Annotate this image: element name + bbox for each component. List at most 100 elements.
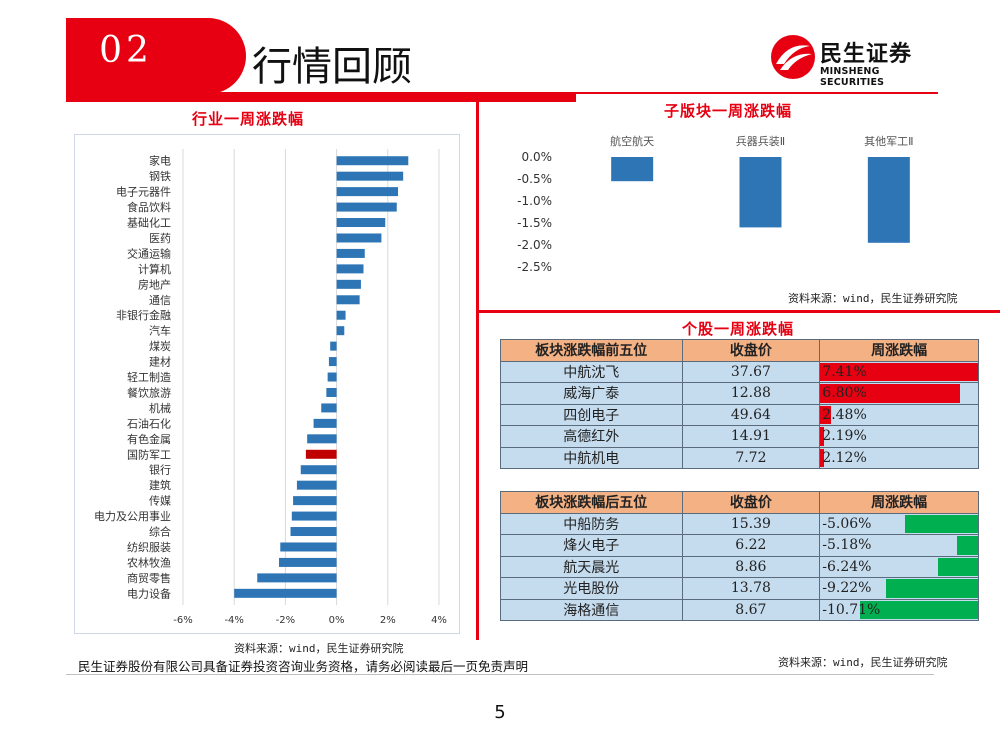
- industry-bar: [336, 156, 409, 166]
- industry-category-label: 基础化工: [127, 216, 171, 230]
- industry-category-label: 传媒: [149, 495, 171, 508]
- subsector-ytick-label: -1.0%: [517, 194, 552, 208]
- top5-change-bar: [820, 427, 825, 446]
- top5-header-price: 收盘价: [681, 339, 821, 362]
- industry-xtick-label: -4%: [224, 615, 243, 626]
- top5-weekly-change: 2.12%: [819, 446, 979, 469]
- page-number: 5: [494, 702, 506, 723]
- bottom5-row: 海格通信 8.67 -10.71%: [500, 598, 979, 621]
- industry-bar: [296, 480, 337, 490]
- subsector-ytick-label: 0.0%: [522, 150, 553, 164]
- bottom5-stock-name: 烽火电子: [500, 534, 683, 557]
- industry-bar-chart: -6% -4% -2% 0% 2% 4% 家电钢铁电子元器件食品饮料基础化工医药交通运输计算…: [94, 149, 447, 626]
- industry-bar: [321, 403, 337, 413]
- subsector-chart-source: 资料来源：wind，民生证券研究院: [788, 292, 958, 305]
- industry-bar: [327, 372, 337, 382]
- bottom5-weekly-change: -5.06%: [819, 512, 979, 535]
- industry-bar: [280, 542, 337, 552]
- bottom5-weekly-change: -10.71%: [819, 598, 979, 621]
- industry-bar: [234, 588, 337, 598]
- top5-close-price: 49.64: [681, 403, 821, 426]
- industry-category-label: 汽车: [149, 324, 171, 338]
- subsector-ytick-label: -2.0%: [517, 238, 552, 252]
- industry-bar: [300, 465, 337, 475]
- top5-close-price: 7.72: [681, 446, 821, 469]
- industry-category-label: 电力及公用事业: [94, 510, 171, 523]
- top5-change-bar: [820, 384, 960, 403]
- vertical-divider: [476, 100, 479, 640]
- top5-header-name: 板块涨跌幅前五位: [500, 339, 683, 362]
- bottom5-change-bar: [859, 600, 978, 619]
- bottom5-close-price: 8.86: [681, 555, 821, 578]
- bottom5-table: 板块涨跌幅后五位 收盘价 周涨跌幅 中船防务 15.39 -5.06% 烽火电子 6.2…: [500, 491, 979, 621]
- industry-bar: [336, 279, 361, 289]
- top5-weekly-change: 2.48%: [819, 403, 979, 426]
- industry-bar: [257, 573, 337, 583]
- industry-bar: [336, 202, 397, 212]
- bottom5-row: 航天晨光 8.86 -6.24%: [500, 555, 979, 578]
- top5-weekly-change: 2.19%: [819, 425, 979, 448]
- bottom5-stock-name: 海格通信: [500, 598, 683, 621]
- bottom5-close-price: 8.67: [681, 598, 821, 621]
- industry-category-label: 计算机: [138, 262, 171, 276]
- industry-category-label: 综合: [149, 525, 171, 539]
- industry-bar: [279, 557, 337, 567]
- subsector-bar: [867, 157, 910, 243]
- industry-bar: [336, 295, 360, 305]
- top5-change-label: 7.41%: [822, 363, 867, 380]
- industry-category-label: 电子元器件: [116, 186, 171, 199]
- industry-bar: [336, 310, 346, 320]
- industry-category-label: 交通运输: [127, 246, 171, 260]
- industry-category-label: 纺织服装: [127, 540, 171, 554]
- bottom5-weekly-change: -6.24%: [819, 555, 979, 578]
- bottom5-change-bar: [938, 557, 978, 576]
- bottom5-close-price: 6.22: [681, 534, 821, 557]
- industry-category-label: 电力设备: [127, 586, 171, 600]
- subsector-ytick-label: -1.5%: [517, 216, 552, 230]
- industry-bar: [313, 418, 337, 428]
- industry-category-label: 餐饮旅游: [127, 385, 171, 399]
- industry-xtick-label: 0%: [329, 615, 345, 626]
- industry-bar: [336, 264, 364, 274]
- industry-category-label: 石油石化: [127, 416, 171, 430]
- bottom5-change-label: -9.22%: [822, 580, 872, 597]
- top5-row: 中航机电 7.72 2.12%: [500, 446, 979, 469]
- top5-stock-name: 高德红外: [500, 425, 683, 448]
- bottom5-stock-name: 中船防务: [500, 512, 683, 535]
- top5-weekly-change: 7.41%: [819, 360, 979, 383]
- industry-xtick-label: -6%: [173, 615, 192, 626]
- industry-bar: [336, 233, 382, 243]
- top5-row: 威海广泰 12.88 6.80%: [500, 382, 979, 405]
- horizontal-divider: [479, 310, 1000, 313]
- industry-category-label: 煤炭: [149, 340, 171, 353]
- bottom5-change-label: -5.06%: [822, 515, 872, 532]
- industry-bar: [291, 511, 337, 521]
- top5-change-bar: [820, 405, 831, 424]
- industry-category-label: 通信: [149, 294, 171, 307]
- subsector-bar: [739, 157, 782, 228]
- top5-change-label: 2.48%: [822, 406, 867, 423]
- industry-chart-frame: -6% -4% -2% 0% 2% 4% 家电 钢铁 电子元器件 食品饮料 基础化工 医药 交通运输 计算…: [74, 134, 460, 634]
- industry-category-label: 国防军工: [127, 447, 171, 461]
- industry-category-label: 医药: [149, 232, 171, 245]
- top5-row: 四创电子 49.64 2.48%: [500, 403, 979, 426]
- header-underline: [66, 92, 576, 102]
- bottom5-weekly-change: -5.18%: [819, 534, 979, 557]
- industry-category-label: 银行: [149, 463, 171, 477]
- industry-xtick-label: -2%: [276, 615, 295, 626]
- top5-close-price: 14.91: [681, 425, 821, 448]
- stock-section-source: 资料来源：wind，民生证券研究院: [778, 656, 948, 669]
- top5-stock-name: 中航机电: [500, 446, 683, 469]
- top5-row: 高德红外 14.91 2.19%: [500, 425, 979, 448]
- industry-xtick-label: 2%: [380, 615, 396, 626]
- industry-category-label: 房地产: [138, 277, 171, 291]
- industry-bar: [336, 171, 404, 181]
- top5-change-label: 2.12%: [822, 449, 867, 466]
- industry-bar: [328, 357, 337, 367]
- footer-divider: [66, 674, 934, 675]
- subsector-chart-title: 子版块一周涨跌幅: [664, 102, 793, 120]
- industry-chart-title: 行业一周涨跌幅: [192, 110, 305, 128]
- bottom5-close-price: 15.39: [681, 512, 821, 535]
- industry-category-label: 农林牧渔: [127, 555, 171, 569]
- top5-change-bar: [820, 362, 978, 381]
